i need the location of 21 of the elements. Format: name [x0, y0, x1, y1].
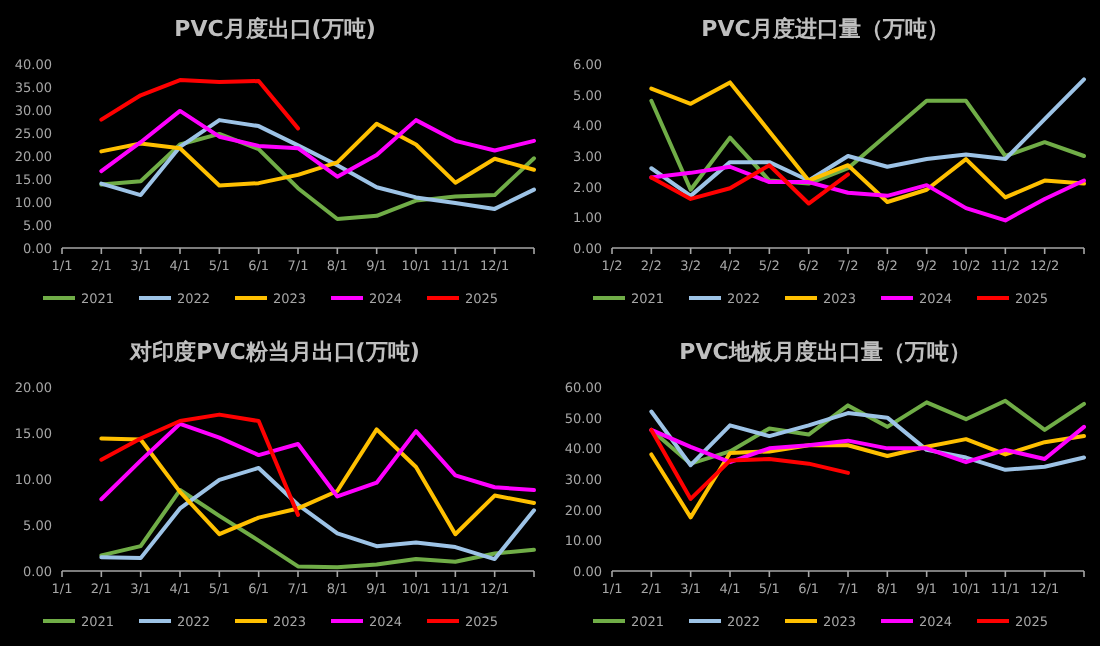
chart-title: PVC月度出口(万吨)	[174, 16, 376, 42]
line-series	[649, 424, 1086, 465]
line-series	[99, 121, 536, 188]
line-series	[649, 409, 1086, 472]
line-series	[99, 465, 536, 562]
line-series	[99, 412, 300, 517]
chart-title: PVC地板月度出口量（万吨）	[679, 339, 971, 365]
line-series	[99, 118, 536, 211]
chart-title: 对印度PVC粉当月出口(万吨)	[128, 339, 420, 365]
line-series	[649, 98, 1086, 192]
chart-title: PVC月度进口量（万吨）	[701, 16, 949, 42]
line-series	[649, 163, 850, 206]
line-series	[99, 421, 536, 502]
line-series	[99, 427, 536, 537]
line-series	[99, 488, 536, 570]
line-series	[99, 78, 300, 131]
line-series	[649, 164, 1086, 223]
line-series	[649, 434, 1086, 520]
line-series	[99, 131, 536, 222]
line-series	[649, 427, 850, 501]
line-series	[99, 108, 536, 179]
